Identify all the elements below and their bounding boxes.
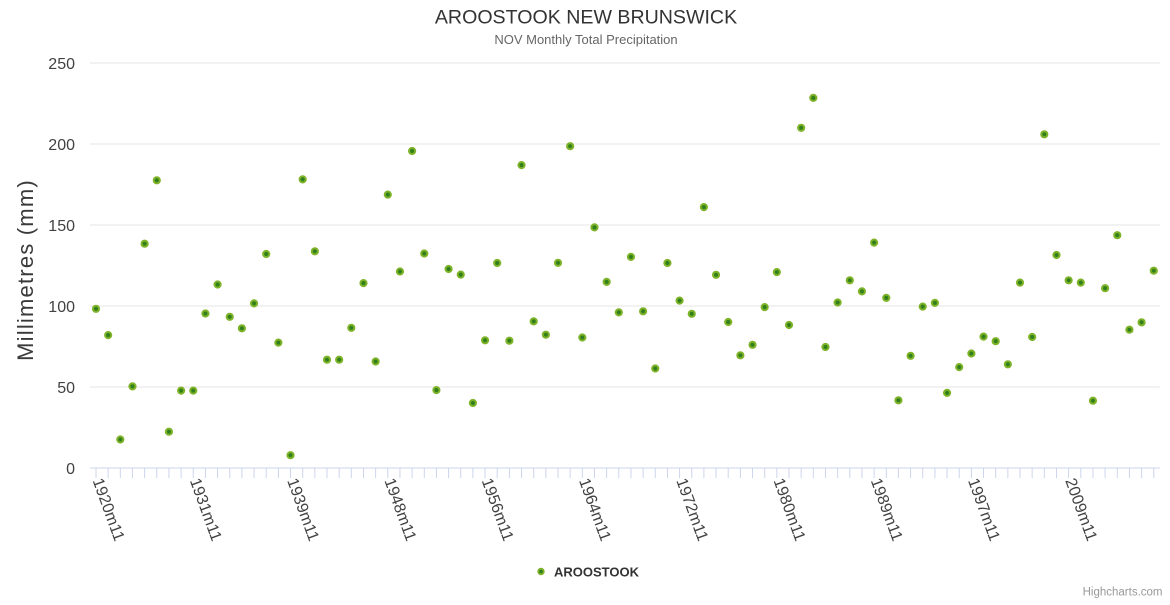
svg-text:150: 150 <box>48 218 75 235</box>
svg-text:Millimetres (mm): Millimetres (mm) <box>13 179 38 361</box>
svg-text:NOV Monthly Total Precipitatio: NOV Monthly Total Precipitation <box>494 32 677 47</box>
svg-text:200: 200 <box>48 137 75 154</box>
svg-text:50: 50 <box>57 380 75 397</box>
svg-text:100: 100 <box>48 299 75 316</box>
svg-text:AROOSTOOK: AROOSTOOK <box>554 564 640 579</box>
svg-text:AROOSTOOK NEW BRUNSWICK: AROOSTOOK NEW BRUNSWICK <box>435 7 737 29</box>
svg-text:250: 250 <box>48 56 75 73</box>
svg-text:Highcharts.com: Highcharts.com <box>1083 587 1163 599</box>
svg-text:0: 0 <box>66 461 75 478</box>
